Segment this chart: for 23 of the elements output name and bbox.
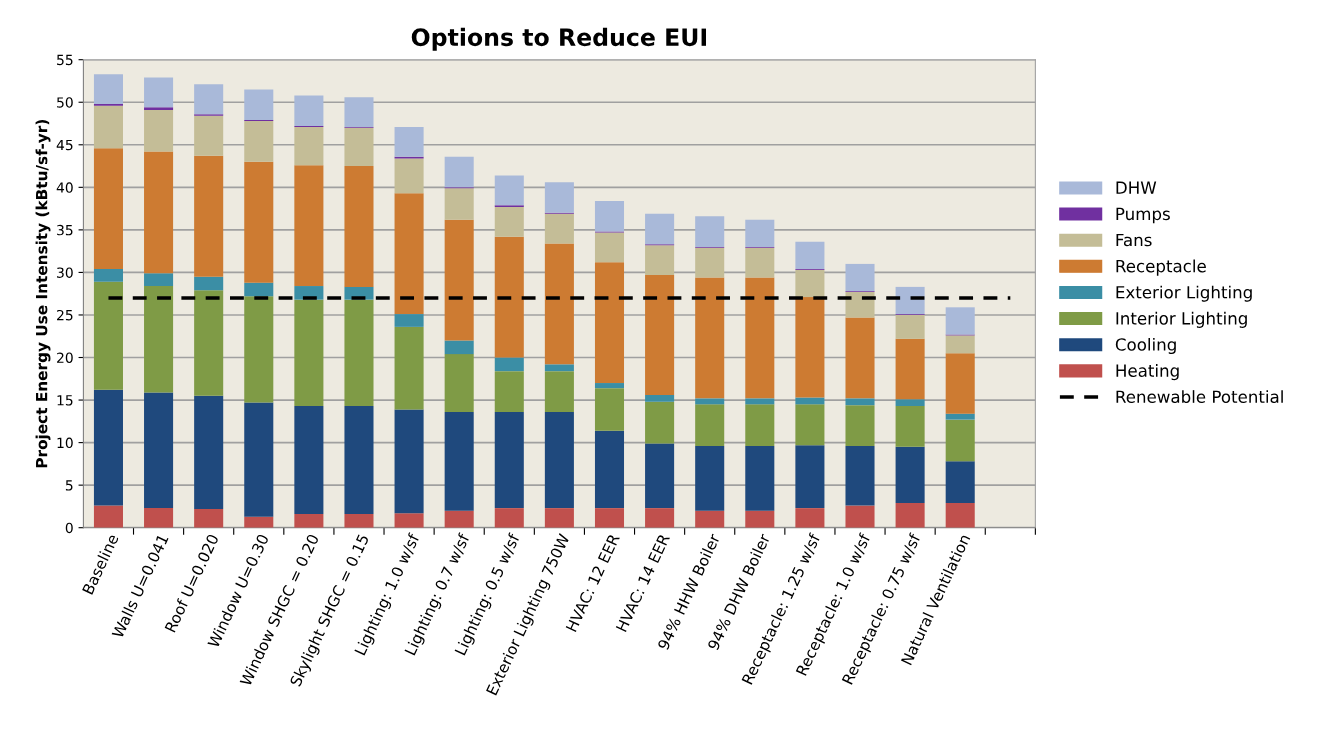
legend-label: Heating bbox=[1116, 364, 1179, 381]
legend-label: Pumps bbox=[1116, 207, 1170, 224]
y-tick-label: 55 bbox=[57, 54, 73, 66]
y-tick-label: 15 bbox=[57, 395, 73, 406]
y-tick-label: 5 bbox=[65, 480, 73, 491]
y-tick-label: 20 bbox=[57, 352, 73, 363]
y-tick-label: 40 bbox=[56, 182, 73, 193]
y-tick-label: 0 bbox=[65, 522, 73, 534]
legend-label: Fans bbox=[1116, 233, 1152, 247]
y-tick-label: 10 bbox=[57, 437, 73, 449]
y-tick-label: 35 bbox=[57, 224, 73, 236]
legend-label: Renewable Potential bbox=[1116, 390, 1283, 404]
legend-label: Receptacle bbox=[1116, 259, 1206, 276]
legend-label: Exterior Lighting bbox=[1116, 285, 1252, 302]
legend-label: Cooling bbox=[1115, 337, 1176, 355]
y-tick-label: 25 bbox=[57, 309, 73, 321]
y-tick-label: 50 bbox=[57, 97, 73, 108]
legend-label: Interior Lighting bbox=[1116, 311, 1247, 328]
y-tick-label: 45 bbox=[56, 139, 73, 151]
y-axis-title: Project Energy Use Intensity (kBtu/sf-yr) bbox=[35, 120, 51, 468]
chart-title: Options to Reduce EUI bbox=[411, 27, 707, 51]
y-tick-label: 30 bbox=[57, 267, 73, 278]
legend-label: DHW bbox=[1116, 181, 1157, 194]
